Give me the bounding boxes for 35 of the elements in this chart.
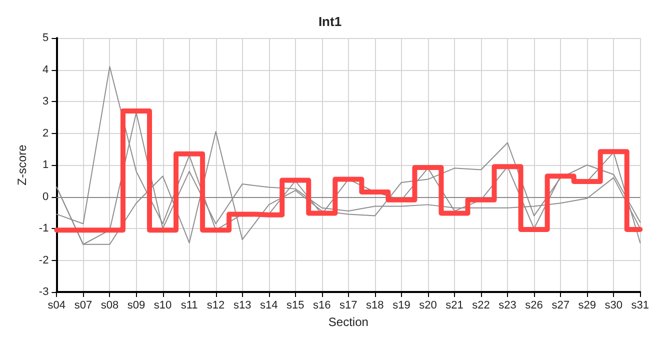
chart-title: Int1 xyxy=(318,14,342,29)
x-tick-label: s11 xyxy=(180,300,198,312)
x-tick-label: s12 xyxy=(206,300,225,312)
x-tick-label: s26 xyxy=(525,300,543,312)
x-tick-label: s19 xyxy=(392,300,410,312)
x-tick-label: s21 xyxy=(446,300,464,312)
x-tick-label: s07 xyxy=(74,300,92,312)
x-tick-label: s16 xyxy=(313,300,331,312)
x-tick-label: s20 xyxy=(419,300,437,312)
y-tick-label: 4 xyxy=(42,64,49,76)
x-tick-label: s04 xyxy=(48,300,66,312)
y-tick-label: 1 xyxy=(42,159,49,171)
y-tick-label: -3 xyxy=(38,286,49,298)
y-tick-label: 5 xyxy=(42,32,49,44)
x-tick-label: s27 xyxy=(552,300,570,312)
x-tick-label: s22 xyxy=(472,300,490,312)
x-tick-label: s14 xyxy=(260,300,278,312)
x-tick-label: s29 xyxy=(578,300,596,312)
x-tick-label: s08 xyxy=(100,300,119,312)
y-tick-label: -2 xyxy=(38,254,49,266)
x-tick-label: s30 xyxy=(604,300,622,312)
x-tick-label: s23 xyxy=(498,300,516,312)
y-tick-label: -1 xyxy=(38,222,49,234)
y-tick-label: 2 xyxy=(42,127,49,140)
x-axis-title: Section xyxy=(328,315,368,329)
x-tick-label: s31 xyxy=(631,300,650,312)
y-tick-label: 0 xyxy=(42,190,49,203)
x-tick-label: s10 xyxy=(154,300,172,312)
x-tick-label: s09 xyxy=(127,300,146,312)
x-tick-label: s18 xyxy=(366,300,384,312)
y-tick-label: 3 xyxy=(42,96,49,108)
x-tick-label: s17 xyxy=(340,300,358,312)
x-tick-label: s15 xyxy=(286,300,304,312)
y-axis-title: Z-score xyxy=(15,144,29,186)
x-tick-label: s13 xyxy=(233,300,252,312)
